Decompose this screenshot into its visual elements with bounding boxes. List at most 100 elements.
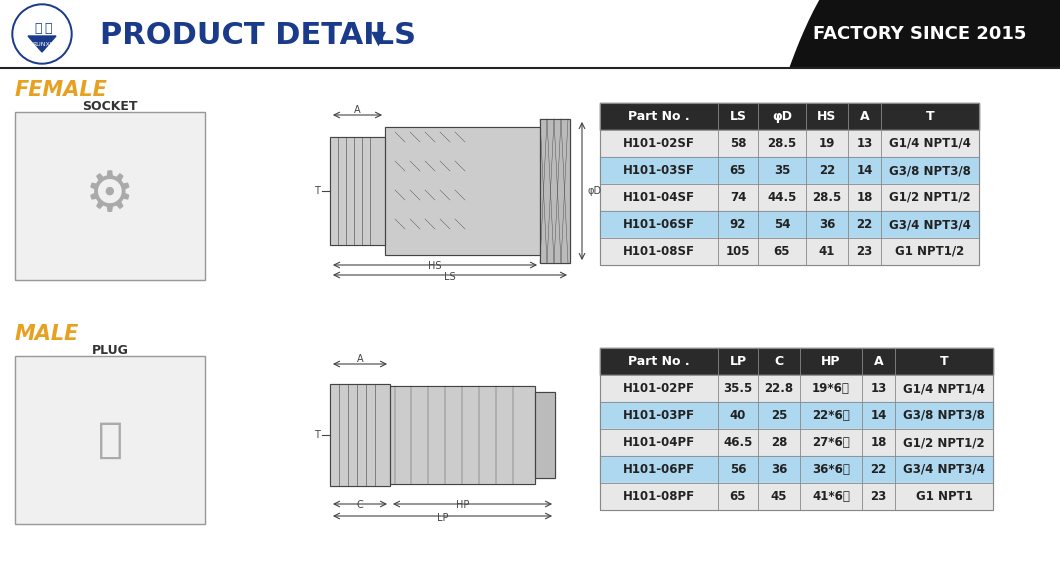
- Text: H101-02SF: H101-02SF: [623, 137, 695, 150]
- Bar: [330, 137, 385, 245]
- Text: LP: LP: [437, 513, 448, 523]
- Text: 65: 65: [774, 245, 791, 258]
- Bar: [315, 346, 575, 524]
- Text: 22.8: 22.8: [764, 382, 794, 395]
- Text: 58: 58: [729, 137, 746, 150]
- Bar: [600, 402, 993, 429]
- Bar: [535, 392, 555, 478]
- Bar: [600, 157, 979, 184]
- Bar: [600, 103, 979, 130]
- Bar: [330, 384, 390, 486]
- Text: 23: 23: [870, 490, 886, 503]
- Text: G3/4 NPT3/4: G3/4 NPT3/4: [903, 463, 985, 476]
- Text: T: T: [939, 355, 949, 368]
- Ellipse shape: [14, 6, 70, 62]
- Bar: [15, 112, 205, 280]
- Text: 92: 92: [730, 218, 746, 231]
- Text: 14: 14: [856, 164, 872, 177]
- Text: 36: 36: [818, 218, 835, 231]
- Text: 28.5: 28.5: [767, 137, 797, 150]
- Text: HS: HS: [428, 261, 442, 271]
- Text: 36*6角: 36*6角: [812, 463, 850, 476]
- Ellipse shape: [12, 4, 72, 64]
- Text: A: A: [354, 105, 360, 115]
- Text: φD: φD: [772, 110, 792, 123]
- Text: ⚙: ⚙: [85, 169, 135, 223]
- Text: 27*6角: 27*6角: [812, 436, 850, 449]
- Text: Part No .: Part No .: [629, 110, 690, 123]
- Bar: [600, 429, 993, 456]
- Text: 熙: 熙: [45, 22, 52, 35]
- Text: RUNXI: RUNXI: [32, 42, 52, 47]
- Bar: [390, 386, 535, 484]
- Text: 35: 35: [774, 164, 790, 177]
- Text: FEMALE: FEMALE: [15, 80, 108, 100]
- Text: A: A: [860, 110, 869, 123]
- Text: 13: 13: [856, 137, 872, 150]
- Text: T: T: [314, 186, 320, 196]
- Text: ▼: ▼: [371, 29, 386, 48]
- Text: T: T: [925, 110, 934, 123]
- Text: 28.5: 28.5: [812, 191, 842, 204]
- Text: G3/4 NPT3/4: G3/4 NPT3/4: [889, 218, 971, 231]
- Text: G1 NPT1: G1 NPT1: [916, 490, 972, 503]
- Bar: [385, 127, 540, 255]
- Bar: [535, 392, 555, 478]
- Text: H101-06PF: H101-06PF: [623, 463, 695, 476]
- Text: 74: 74: [730, 191, 746, 204]
- Text: A: A: [873, 355, 883, 368]
- Text: 35.5: 35.5: [723, 382, 753, 395]
- Bar: [15, 356, 205, 524]
- Text: H101-02PF: H101-02PF: [623, 382, 695, 395]
- Text: G1/4 NPT1/4: G1/4 NPT1/4: [889, 137, 971, 150]
- Text: T: T: [314, 430, 320, 440]
- Text: 22: 22: [856, 218, 872, 231]
- Text: 46.5: 46.5: [723, 436, 753, 449]
- Text: φD: φD: [587, 186, 601, 196]
- Text: 65: 65: [729, 164, 746, 177]
- Bar: [390, 386, 535, 484]
- Text: LS: LS: [729, 110, 746, 123]
- Text: Part No .: Part No .: [629, 355, 690, 368]
- Text: LS: LS: [444, 272, 456, 282]
- Text: FACTORY SINCE 2015: FACTORY SINCE 2015: [813, 25, 1027, 43]
- Text: G1/2 NPT1/2: G1/2 NPT1/2: [889, 191, 971, 204]
- Bar: [600, 348, 993, 375]
- Text: HS: HS: [817, 110, 836, 123]
- Bar: [315, 102, 575, 280]
- Bar: [0, 0, 1060, 68]
- Bar: [600, 483, 993, 510]
- Bar: [15, 112, 205, 280]
- Text: PLUG: PLUG: [91, 343, 128, 356]
- Bar: [330, 137, 385, 245]
- Text: 41*6角: 41*6角: [812, 490, 850, 503]
- Text: LP: LP: [729, 355, 746, 368]
- Text: 40: 40: [730, 409, 746, 422]
- Bar: [600, 456, 993, 483]
- Text: 65: 65: [729, 490, 746, 503]
- Text: H101-03SF: H101-03SF: [623, 164, 695, 177]
- Bar: [600, 130, 979, 157]
- Bar: [540, 119, 570, 263]
- Text: 19: 19: [818, 137, 835, 150]
- Text: SOCKET: SOCKET: [83, 99, 138, 112]
- Text: 45: 45: [771, 490, 788, 503]
- Text: H101-08PF: H101-08PF: [623, 490, 695, 503]
- Text: G1/2 NPT1/2: G1/2 NPT1/2: [903, 436, 985, 449]
- Text: G1 NPT1/2: G1 NPT1/2: [896, 245, 965, 258]
- Bar: [385, 127, 540, 255]
- Text: C: C: [356, 500, 364, 510]
- Text: G1/4 NPT1/4: G1/4 NPT1/4: [903, 382, 985, 395]
- Bar: [15, 356, 205, 524]
- Text: 25: 25: [771, 409, 788, 422]
- Text: 22: 22: [870, 463, 886, 476]
- Text: G3/8 NPT3/8: G3/8 NPT3/8: [903, 409, 985, 422]
- Bar: [600, 375, 993, 402]
- Polygon shape: [28, 36, 56, 52]
- Text: A: A: [356, 354, 364, 364]
- Text: 润: 润: [34, 22, 41, 35]
- Bar: [600, 238, 979, 265]
- Text: H101-04PF: H101-04PF: [623, 436, 695, 449]
- Text: 36: 36: [771, 463, 788, 476]
- Text: 19*6角: 19*6角: [812, 382, 850, 395]
